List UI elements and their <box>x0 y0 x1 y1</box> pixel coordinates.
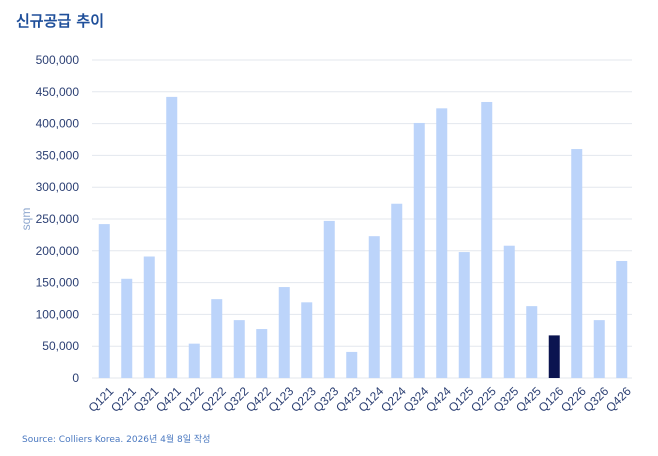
x-tick-label: Q122 <box>176 384 207 415</box>
x-tick-label: Q426 <box>603 384 634 415</box>
bar-q125 <box>458 252 470 378</box>
x-tick-label: Q222 <box>198 384 229 415</box>
y-tick-label: 250,000 <box>36 212 80 226</box>
x-tick-label: Q323 <box>311 384 342 415</box>
x-tick-label: Q421 <box>153 384 184 415</box>
y-tick-label: 350,000 <box>36 148 80 162</box>
bar-q224 <box>391 203 403 378</box>
bar-q323 <box>323 220 335 378</box>
x-tick-label: Q425 <box>513 384 544 415</box>
bar-q221 <box>121 278 133 378</box>
bar-q325 <box>503 245 515 378</box>
x-tick-label: Q221 <box>108 384 139 415</box>
x-tick-label: Q124 <box>356 384 387 415</box>
bar-q126 <box>548 335 560 378</box>
bar-q426 <box>616 260 628 378</box>
y-tick-label: 400,000 <box>36 117 80 131</box>
x-tick-label: Q223 <box>288 384 319 415</box>
x-tick-label: Q123 <box>266 384 297 415</box>
y-tick-label: 200,000 <box>36 244 80 258</box>
x-tick-label: Q226 <box>558 384 589 415</box>
x-tick-label: Q325 <box>491 384 522 415</box>
x-tick-label: Q225 <box>468 384 499 415</box>
bar-chart: 0 50,000 100,000 150,000 200,000 250,000 300,0… <box>19 53 634 415</box>
x-tick-label: Q326 <box>581 384 612 415</box>
bar-q222 <box>211 299 223 378</box>
x-tick-label: Q422 <box>243 384 274 415</box>
chart-title: 신규공급 추이 <box>16 12 105 30</box>
y-tick-label: 300,000 <box>36 180 80 194</box>
bar-q226 <box>571 149 583 378</box>
bar-q423 <box>346 351 358 378</box>
bar-q425 <box>526 306 538 378</box>
y-tick-label: 450,000 <box>36 85 80 99</box>
y-axis-label: sqm <box>19 208 33 231</box>
grid-lines <box>92 59 632 379</box>
y-tick-label: 100,000 <box>36 307 80 321</box>
x-tick-label: Q125 <box>446 384 477 415</box>
x-tick-label: Q423 <box>333 384 364 415</box>
y-tick-label: 0 <box>72 371 79 385</box>
bar-q225 <box>481 101 493 378</box>
bar-q321 <box>143 256 155 378</box>
x-tick-label: Q321 <box>131 384 162 415</box>
bar-q324 <box>413 122 425 379</box>
x-tick-label: Q224 <box>378 384 409 415</box>
y-tick-label: 50,000 <box>42 339 79 353</box>
bars <box>98 96 628 379</box>
bar-q326 <box>593 320 605 378</box>
x-tick-label: Q126 <box>536 384 567 415</box>
x-tick-label: Q324 <box>401 384 432 415</box>
y-tick-label: 500,000 <box>36 53 80 67</box>
source-note: Source: Colliers Korea. 2026년 4월 8일 작성 <box>22 435 211 445</box>
x-tick-label: Q322 <box>221 384 252 415</box>
bar-q122 <box>188 343 200 378</box>
x-axis-ticks: Q121Q221Q321Q421Q122Q222Q322Q422Q123Q223… <box>86 384 634 415</box>
y-axis-ticks: 0 50,000 100,000 150,000 200,000 250,000 300,0… <box>36 53 80 385</box>
x-tick-label: Q121 <box>86 384 117 415</box>
bar-q421 <box>166 96 178 378</box>
bar-q124 <box>368 236 380 378</box>
x-tick-label: Q424 <box>423 384 454 415</box>
bar-q123 <box>278 287 290 378</box>
bar-q424 <box>436 108 448 378</box>
bar-q422 <box>256 329 268 378</box>
bar-q322 <box>233 320 245 378</box>
bar-q121 <box>98 224 110 378</box>
y-tick-label: 150,000 <box>36 276 80 290</box>
bar-q223 <box>301 302 313 378</box>
